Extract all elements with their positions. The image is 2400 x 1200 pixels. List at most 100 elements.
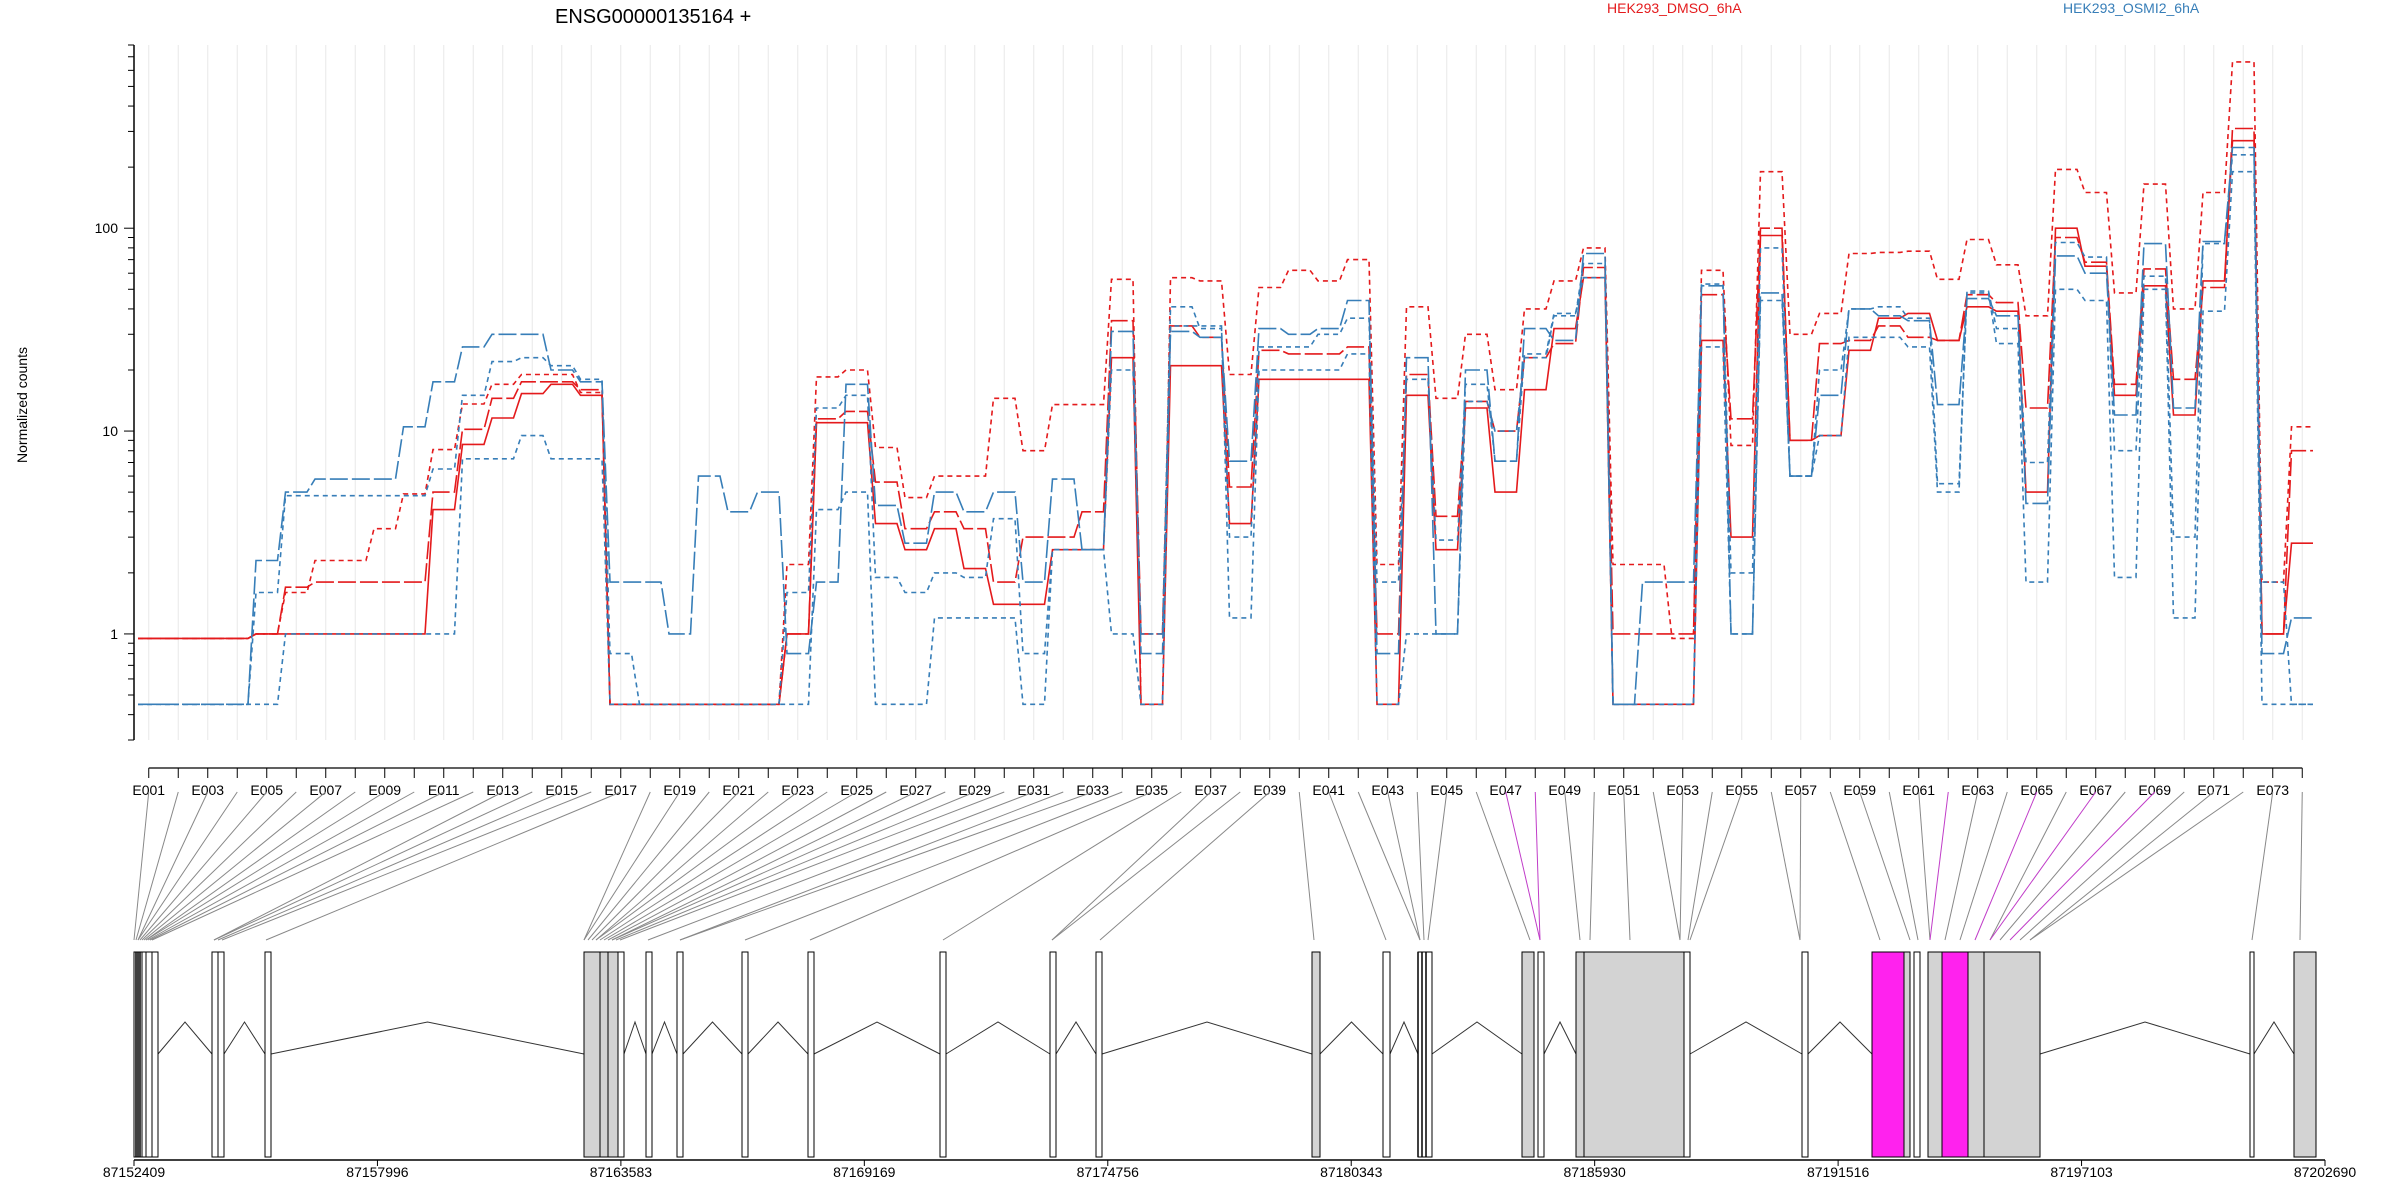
intron-line [651, 1020, 678, 1055]
intron-line [1431, 1021, 1523, 1055]
x-tick-label: E003 [191, 782, 224, 798]
connector-line [135, 791, 179, 941]
connector-line [213, 791, 533, 941]
connector-line [1959, 791, 2008, 941]
x-tick-label: E007 [309, 782, 342, 798]
connector-line [1989, 791, 2067, 941]
exon-block [617, 951, 625, 1158]
x-tick-label: E065 [2020, 782, 2053, 798]
intron-line [223, 1021, 266, 1055]
genome-tick-label: 87191516 [1807, 1164, 1870, 1180]
x-tick-label: E029 [958, 782, 991, 798]
exon-block [939, 951, 947, 1158]
intron-line [2253, 1021, 2295, 1055]
vertical-grid [148, 45, 2303, 740]
connector-line [1534, 791, 1541, 941]
exon-block [1049, 951, 1057, 1158]
connector-line [591, 791, 740, 941]
connector-line [1652, 791, 1681, 941]
x-tick-label: E051 [1607, 782, 1640, 798]
x-tick-label: E063 [1961, 782, 1994, 798]
exon-block [2249, 951, 2255, 1158]
exon-block [151, 951, 159, 1158]
exon-block [1903, 951, 1911, 1158]
connector-line [1770, 791, 1801, 941]
connector-line [145, 791, 356, 941]
x-tick-label: E019 [663, 782, 696, 798]
exon-block [676, 951, 684, 1158]
y-tick-label: 10 [102, 423, 118, 439]
connector-line [151, 791, 474, 941]
intron-line [813, 1021, 941, 1055]
exon-block [599, 951, 609, 1158]
x-tick-label: E059 [1843, 782, 1876, 798]
connector-line [1505, 791, 1541, 941]
exon-block [145, 951, 153, 1158]
genome-tick-label: 87180343 [1320, 1164, 1383, 1180]
x-tick-label: E039 [1253, 782, 1286, 798]
y-tick-label: 1 [110, 626, 118, 642]
connector-line [619, 791, 1005, 941]
exon-block [264, 951, 272, 1158]
connector-line [1051, 791, 1212, 941]
connector-line [2029, 791, 2244, 941]
connector-line [1328, 791, 1387, 941]
connector-line [942, 791, 1182, 941]
connector-line [679, 791, 1064, 941]
connector-line [1799, 791, 1802, 941]
connector-line [1475, 791, 1531, 941]
genome-tick-label: 87152409 [103, 1164, 166, 1180]
connector-line [1929, 791, 1949, 941]
connector-line [221, 791, 592, 941]
connector-line [1387, 791, 1421, 941]
genome-tick-label: 87185930 [1564, 1164, 1627, 1180]
gene-model [133, 951, 2317, 1158]
connector-line [1999, 791, 2126, 941]
connector-line [583, 791, 681, 941]
exon-block [741, 951, 749, 1158]
exon-block [1927, 951, 1943, 1158]
exon-block [1801, 951, 1809, 1158]
x-tick-label: E053 [1666, 782, 1699, 798]
exon-block [1871, 951, 1905, 1158]
genome-coordinate-axis: 87152409 87157996 87163583 87169169 87174756… [103, 1159, 2356, 1180]
connector-line [1689, 791, 1743, 941]
connector-line [1974, 791, 2038, 941]
connector-line [2009, 791, 2156, 941]
connector-line [213, 791, 503, 941]
connector-line [611, 791, 916, 941]
intron-line [1389, 1020, 1419, 1055]
connector-line [2029, 791, 2215, 941]
intron-line [1807, 1021, 1873, 1055]
x-tick-label: E025 [840, 782, 873, 798]
exon-block [2293, 951, 2317, 1158]
series-line-4 [138, 146, 2313, 706]
intron-line [1055, 1021, 1097, 1055]
connector-line [744, 791, 1123, 941]
x-tick-label: E055 [1725, 782, 1758, 798]
connector-line [133, 791, 150, 941]
connector-line [1918, 791, 1931, 941]
x-tick-label: E071 [2197, 782, 2230, 798]
connector-line [1298, 791, 1315, 941]
x-tick-label: E017 [604, 782, 637, 798]
exon-block [1521, 951, 1535, 1158]
connector-line [137, 791, 209, 941]
legend-label-osmi2: HEK293_OSMI2_6hA [2063, 0, 2200, 16]
genome-tick-label: 87157996 [346, 1164, 409, 1180]
connector-line [1427, 791, 1448, 941]
connector-line [1679, 791, 1684, 941]
connector-line [139, 791, 268, 941]
exon-block [1537, 951, 1545, 1158]
connector-line [1859, 791, 1911, 941]
connector-line [809, 791, 1152, 941]
x-tick-label: E047 [1489, 782, 1522, 798]
connector-line [615, 791, 975, 941]
connector-line [1623, 791, 1631, 941]
x-tick-label: E005 [250, 782, 283, 798]
connector-line [137, 791, 238, 941]
intron-line [157, 1021, 213, 1055]
series-line-5 [138, 154, 2313, 706]
connector-line [611, 791, 946, 941]
